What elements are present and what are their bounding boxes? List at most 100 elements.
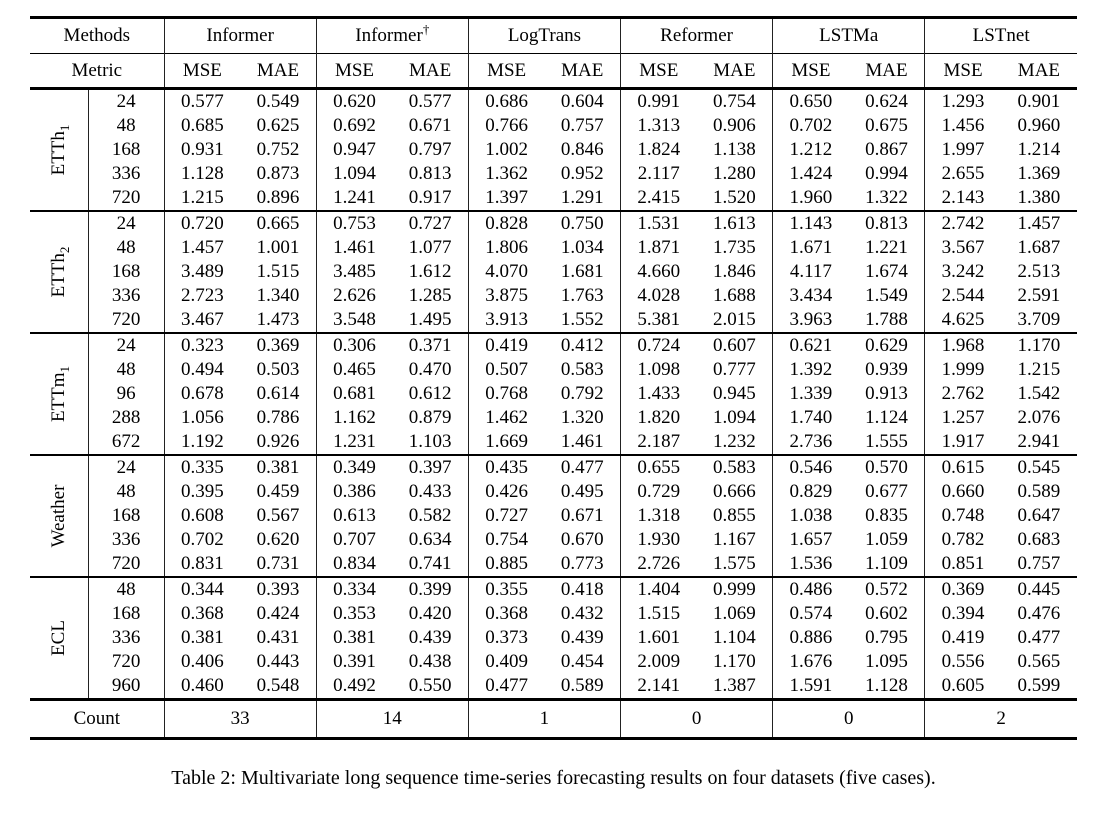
metric-value-cell: 3.242 [941,261,985,282]
metric-value-cell: 0.477 [1017,627,1061,648]
horizon-cell: 24 [88,211,165,236]
metric-value-cell: 0.926 [240,430,317,455]
metric-header: MAE [1017,59,1061,81]
metric-value-cell: 0.650 [789,91,833,112]
table-row: 336 0.381 0.431 0.381 0.439 0.373 0.439 1.601 1.… [30,626,1077,650]
metric-value-cell: 0.620 [240,528,317,552]
dataset-label-subscript: 2 [56,246,72,254]
metric-value-cell: 0.692 [333,115,376,136]
metric-value-cell: 0.757 [1017,553,1061,574]
metric-value-cell: 1.215 [1017,359,1061,380]
metric-value-cell: 1.109 [848,552,926,577]
metric-value-cell: 0.368 [485,603,529,624]
metric-value-cell: 0.947 [333,139,376,160]
metric-value-cell: 2.009 [637,651,681,672]
metric-value-cell: 1.313 [637,115,681,136]
metric-value-cell: 0.621 [789,335,833,356]
metric-value-cell: 0.782 [941,529,985,550]
table-row: 960 0.460 0.548 0.492 0.550 0.477 0.589 2.141 1.… [30,674,1077,700]
metric-value-cell: 0.355 [485,579,529,600]
metric-value-cell: 1.424 [789,163,833,184]
metric-value-cell: 2.736 [789,431,833,452]
metric-value-cell: 0.492 [333,675,376,696]
metric-value-cell: 0.460 [181,675,224,696]
metric-value-cell: 1.098 [637,359,681,380]
table-row: ETTh1 24 0.577 0.549 0.620 0.577 0.686 0.604 0.9… [30,88,1077,211]
metric-value-cell: 1.657 [789,529,833,550]
metric-value-cell: 1.404 [637,579,681,600]
metric-value-cell: 1.280 [696,162,774,186]
metric-value-cell: 1.461 [333,237,376,258]
metric-value-cell: 4.117 [789,261,832,282]
dataset-label-cell: ECL [30,577,89,700]
horizon-cell: 672 [88,430,165,455]
metric-value-cell: 3.875 [485,285,529,306]
metric-value-cell: 1.221 [848,236,926,260]
metric-value-cell: 1.167 [696,528,774,552]
metric-value-cell: 1.104 [696,626,774,650]
horizon-cell: 720 [88,552,165,577]
metric-value-cell: 1.763 [544,284,622,308]
metric-value-cell: 0.395 [181,481,224,502]
metric-value-cell: 0.334 [333,579,376,600]
metric-value-cell: 1.520 [696,186,774,211]
table-row: 720 1.215 0.896 1.241 0.917 1.397 1.291 2.415 1.… [30,186,1077,211]
table-row: 720 3.467 1.473 3.548 1.495 3.913 1.552 5.381 2.… [30,308,1077,333]
metric-value-cell: 0.873 [240,162,317,186]
metric-value-cell: 0.913 [848,382,926,406]
metric-value-cell: 2.544 [941,285,985,306]
horizon-cell: 720 [88,650,165,674]
metric-value-cell: 0.459 [240,480,317,504]
metric-value-cell: 0.306 [333,335,376,356]
metric-value-cell: 0.999 [696,577,774,602]
metric-value-cell: 5.381 [637,309,681,330]
dataset-label-cell: ETTh1 [30,88,89,211]
metric-value-cell: 0.583 [544,358,622,382]
metric-value-cell: 2.076 [1017,407,1061,428]
metric-value-cell: 2.187 [637,431,681,452]
metric-value-cell: 1.456 [941,115,985,136]
metric-value-cell: 0.724 [637,335,681,356]
metric-value-cell: 1.613 [696,211,774,236]
metric-value-cell: 1.788 [848,308,926,333]
metric-value-cell: 0.477 [485,675,529,696]
table-caption: Table 2: Multivariate long sequence time… [171,767,936,789]
metric-header: MSE [334,59,375,81]
metric-value-cell: 1.674 [848,260,926,284]
metric-value-cell: 1.056 [181,407,224,428]
metric-value-cell: 1.999 [941,359,985,380]
metric-value-cell: 0.495 [544,480,622,504]
metric-value-cell: 0.675 [848,114,926,138]
metric-value-cell: 0.768 [485,383,529,404]
metric-value-cell: 0.917 [392,186,469,211]
metric-value-cell: 0.599 [1017,675,1061,696]
table-row: ECL 48 0.344 0.393 0.334 0.399 0.355 0.418 1.404… [30,577,1077,700]
metric-value-cell: 0.433 [392,480,469,504]
metric-value-cell: 0.419 [941,627,985,648]
metric-value-cell: 1.322 [848,186,926,211]
metric-header-row: Metric MSE MAE MSE MAE MSE MAE MSE MAE MSE MAE MSE… [30,53,1077,89]
metric-value-cell: 0.834 [333,553,376,574]
metric-value-cell: 0.409 [485,651,529,672]
metric-value-cell: 1.103 [392,430,469,455]
metric-value-cell: 0.583 [696,455,774,480]
dataset-label-cell: Weather [30,455,89,577]
horizon-cell: 288 [88,406,165,430]
metric-value-cell: 0.589 [544,674,622,700]
metric-value-cell: 3.467 [181,309,224,330]
metric-value-cell: 3.489 [181,261,224,282]
metric-value-cell: 1.285 [392,284,469,308]
metric-value-cell: 1.192 [181,431,224,452]
metric-value-cell: 0.548 [240,674,317,700]
metric-value-cell: 0.835 [848,504,926,528]
horizon-cell: 336 [88,162,165,186]
metric-value-cell: 2.742 [941,213,985,234]
table-row: 168 0.368 0.424 0.353 0.420 0.368 0.432 1.515 1.… [30,602,1077,626]
metric-value-cell: 1.542 [1017,383,1061,404]
metric-value-cell: 0.381 [240,455,317,480]
metric-value-cell: 0.353 [333,603,376,624]
metric-value-cell: 1.997 [941,139,985,160]
metric-value-cell: 1.846 [696,260,774,284]
table-row: 336 0.702 0.620 0.707 0.634 0.754 0.670 1.930 1.… [30,528,1077,552]
metric-value-cell: 1.231 [333,431,376,452]
